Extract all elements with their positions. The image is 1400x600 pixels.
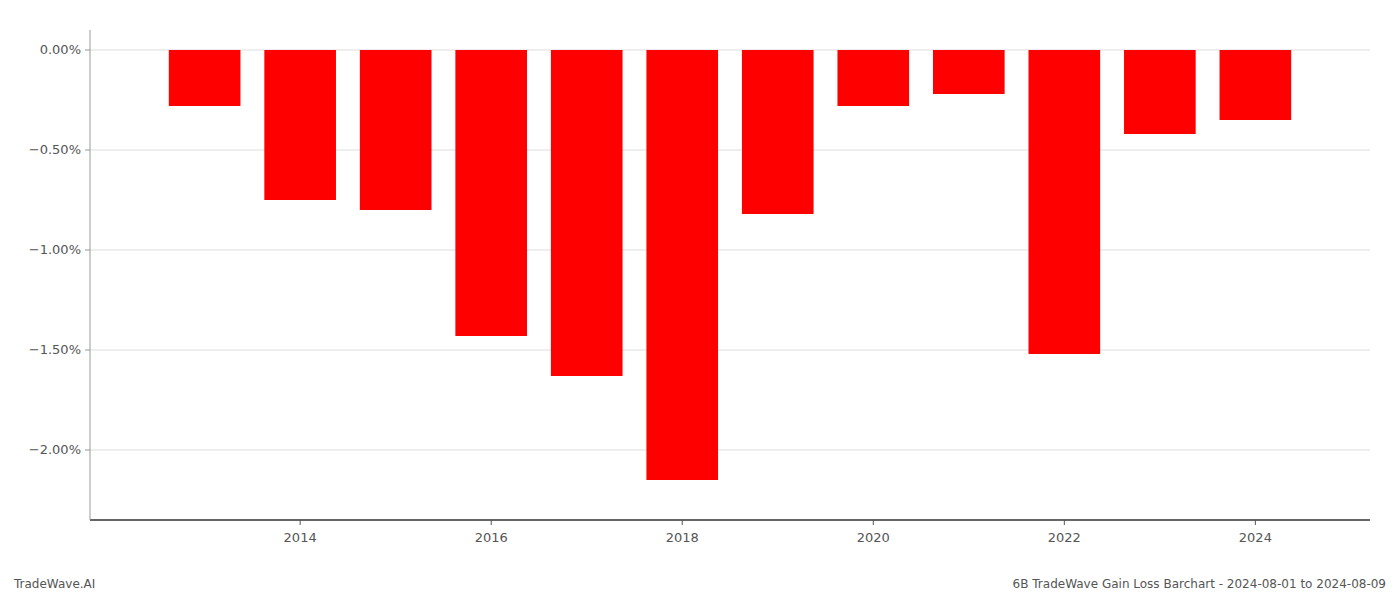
x-tick <box>873 520 874 525</box>
x-tick-label: 2024 <box>1239 530 1272 545</box>
bar <box>169 50 241 106</box>
x-tick-label: 2014 <box>284 530 317 545</box>
y-tick <box>85 350 90 351</box>
bar <box>1124 50 1196 134</box>
y-tick-label: −1.50% <box>29 342 81 357</box>
background <box>0 0 1400 600</box>
x-tick-label: 2022 <box>1048 530 1081 545</box>
title: 6B TradeWave Gain Loss Barchart - 2024-0… <box>1013 577 1386 591</box>
grid-line <box>90 250 1370 251</box>
bar <box>360 50 432 210</box>
x-tick-label: 2016 <box>475 530 508 545</box>
y-tick-label: −2.00% <box>29 442 81 457</box>
bar <box>455 50 527 336</box>
y-tick <box>85 250 90 251</box>
y-tick-label: −0.50% <box>29 142 81 157</box>
watermark: TradeWave.AI <box>13 577 95 591</box>
chart: 0.00% −0.50% −1.00% −1.50% −2.00% 2014 2016 201… <box>0 0 1400 600</box>
bar <box>1220 50 1292 120</box>
y-tick-label: −1.00% <box>29 242 81 257</box>
bar <box>1029 50 1101 354</box>
x-axis-line <box>90 519 1370 521</box>
bar <box>551 50 623 376</box>
bars <box>169 50 1291 480</box>
x-tick-label: 2020 <box>857 530 890 545</box>
bar <box>646 50 718 480</box>
bar <box>742 50 814 214</box>
y-tick <box>85 450 90 451</box>
y-tick-label: 0.00% <box>40 42 81 57</box>
grid-line <box>90 350 1370 351</box>
bar <box>933 50 1005 94</box>
grid <box>90 50 1370 450</box>
x-tick-label: 2018 <box>666 530 699 545</box>
x-tick <box>300 520 301 525</box>
bar <box>264 50 336 200</box>
x-tick <box>491 520 492 525</box>
grid-line <box>90 450 1370 451</box>
y-tick <box>85 150 90 151</box>
axes: 0.00% −0.50% −1.00% −1.50% −2.00% 2014 2016 201… <box>29 30 1370 545</box>
y-axis-line <box>90 30 91 520</box>
y-tick <box>85 50 90 51</box>
x-tick <box>1064 520 1065 525</box>
x-tick <box>1255 520 1256 525</box>
x-tick <box>682 520 683 525</box>
bar <box>837 50 909 106</box>
